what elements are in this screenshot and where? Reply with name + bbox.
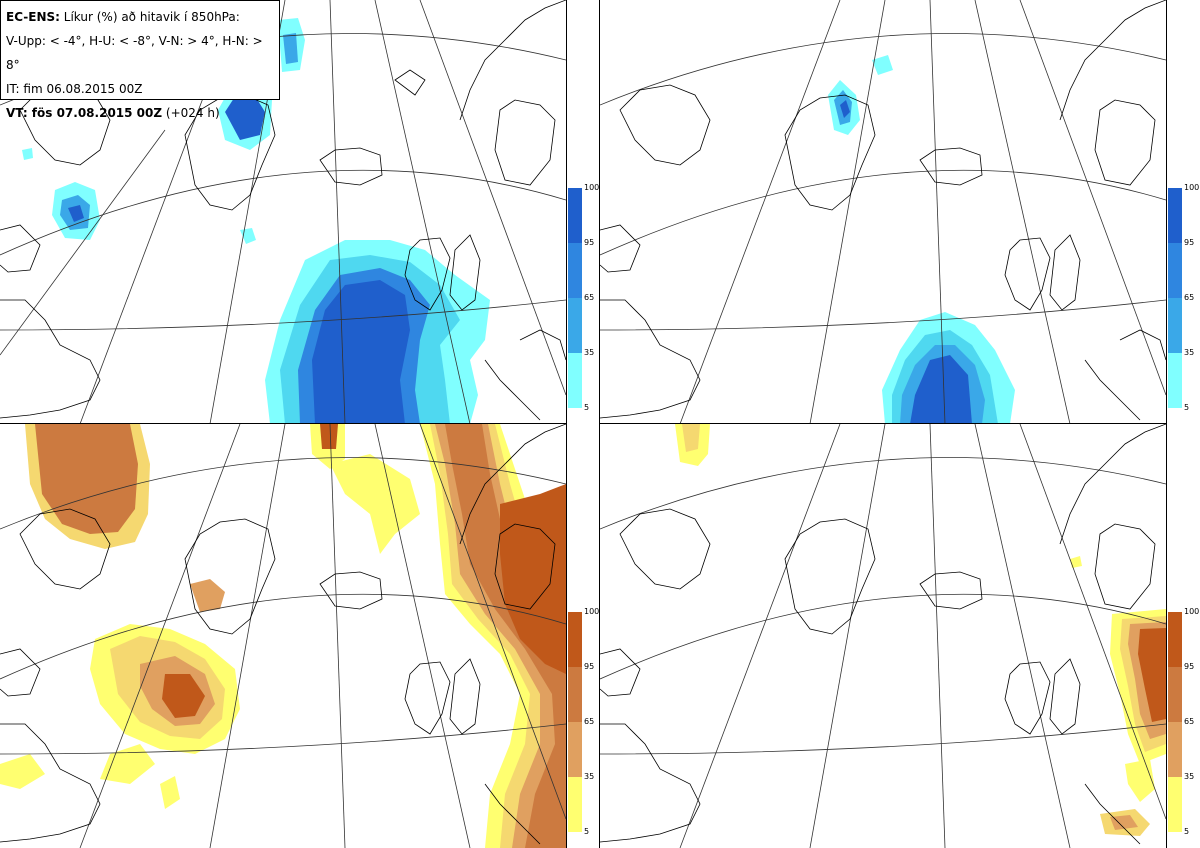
coastlines bbox=[0, 0, 566, 421]
colorbar-tick-label: 5 bbox=[584, 827, 590, 836]
colorbar-tick-label: 35 bbox=[1184, 348, 1195, 357]
colorbar-tick-label: 5 bbox=[1184, 827, 1190, 836]
colorbar-tick-label: 65 bbox=[1184, 293, 1195, 302]
graticule-lines bbox=[600, 424, 1166, 848]
colorbar-tick-label: 35 bbox=[1184, 772, 1195, 781]
coastlines bbox=[600, 424, 1166, 845]
colorbar-segment bbox=[1168, 298, 1182, 353]
colorbar-tick-label: 5 bbox=[584, 403, 590, 412]
colorbar-tick-label: 65 bbox=[584, 717, 595, 726]
colorbar-warm-right: 100 95 65 35 5 bbox=[1168, 608, 1199, 836]
panel-divider-right-edge bbox=[1166, 0, 1167, 848]
info-title-line: EC-ENS: Líkur (%) að hitavik í 850hPa: bbox=[6, 5, 274, 29]
coastlines bbox=[0, 424, 566, 845]
colorbar-tick-label: 35 bbox=[584, 348, 595, 357]
colorbar-tick-label: 95 bbox=[1184, 662, 1195, 671]
colorbar-tick-label: 65 bbox=[584, 293, 595, 302]
colorbar-segment bbox=[568, 612, 582, 667]
probability-fill-warm bbox=[675, 424, 1166, 836]
map-panel-cold-strong bbox=[600, 0, 1166, 424]
colorbar-tick-label: 100 bbox=[1184, 607, 1200, 616]
map-panel-warm-moderate bbox=[0, 424, 566, 848]
graticule-lines bbox=[0, 0, 566, 424]
info-valid-line: VT: fös 07.08.2015 00Z (+024 h) bbox=[6, 101, 274, 125]
colorbar-segment bbox=[568, 667, 582, 722]
colorbar-tick-label: 95 bbox=[1184, 238, 1195, 247]
colorbar-tick-label: 35 bbox=[584, 772, 595, 781]
colorbar-segment bbox=[1168, 243, 1182, 298]
colorbar-cold-right: 100 95 65 35 5 bbox=[1168, 184, 1199, 412]
panel-divider-left-edge bbox=[566, 0, 567, 848]
map-canvas bbox=[0, 424, 566, 848]
colorbar-segment bbox=[1168, 777, 1182, 832]
colorbar-segment bbox=[1168, 188, 1182, 243]
info-valid-offset: (+024 h) bbox=[165, 106, 220, 120]
map-canvas bbox=[0, 0, 566, 424]
info-thresholds: V-Upp: < -4°, H-U: < -8°, V-N: > 4°, H-N… bbox=[6, 34, 263, 72]
panel-divider-horizontal-left bbox=[0, 423, 566, 424]
colorbar-tick-label: 100 bbox=[584, 183, 600, 192]
colorbar-tick-label: 95 bbox=[584, 662, 595, 671]
colorbar-warm-left: 100 95 65 35 5 bbox=[568, 608, 599, 836]
colorbar-tick-label: 100 bbox=[1184, 183, 1200, 192]
map-canvas bbox=[600, 0, 1166, 424]
colorbar-tick-label: 95 bbox=[584, 238, 595, 247]
colorbar-segment bbox=[568, 722, 582, 777]
colorbar-tick-label: 65 bbox=[1184, 717, 1195, 726]
probability-fill-cold bbox=[828, 55, 1015, 424]
colorbar-segment bbox=[568, 243, 582, 298]
graticule-lines bbox=[0, 424, 566, 848]
info-init-time: IT: fim 06.08.2015 00Z bbox=[6, 82, 143, 96]
colorbar-segment bbox=[1168, 353, 1182, 408]
colorbar-segment bbox=[568, 777, 582, 832]
probability-fill-warm bbox=[0, 424, 566, 848]
colorbar-segment bbox=[1168, 722, 1182, 777]
probability-fill-cold bbox=[22, 18, 490, 424]
graticule-lines bbox=[600, 0, 1166, 424]
colorbar-tick-label: 5 bbox=[1184, 403, 1190, 412]
panel-divider-horizontal-right bbox=[600, 423, 1166, 424]
colorbar-tick-label: 100 bbox=[584, 607, 600, 616]
map-panel-warm-strong bbox=[600, 424, 1166, 848]
map-panel-cold-moderate: EC-ENS: Líkur (%) að hitavik í 850hPa: V… bbox=[0, 0, 566, 424]
colorbar-segment bbox=[568, 188, 582, 243]
info-box: EC-ENS: Líkur (%) að hitavik í 850hPa: V… bbox=[0, 0, 280, 120]
panel-divider-right-start bbox=[599, 0, 600, 848]
colorbar-segment bbox=[568, 353, 582, 408]
info-title-text: Líkur (%) að hitavik í 850hPa: bbox=[63, 10, 240, 24]
info-title-bold: EC-ENS: bbox=[6, 10, 60, 24]
colorbar-cold-left: 100 95 65 35 5 bbox=[568, 184, 599, 412]
map-canvas bbox=[600, 424, 1166, 848]
coastlines bbox=[600, 0, 1166, 421]
colorbar-segment bbox=[568, 298, 582, 353]
colorbar-segment bbox=[1168, 667, 1182, 722]
colorbar-segment bbox=[1168, 612, 1182, 667]
info-valid-bold: VT: fös 07.08.2015 00Z bbox=[6, 106, 163, 120]
